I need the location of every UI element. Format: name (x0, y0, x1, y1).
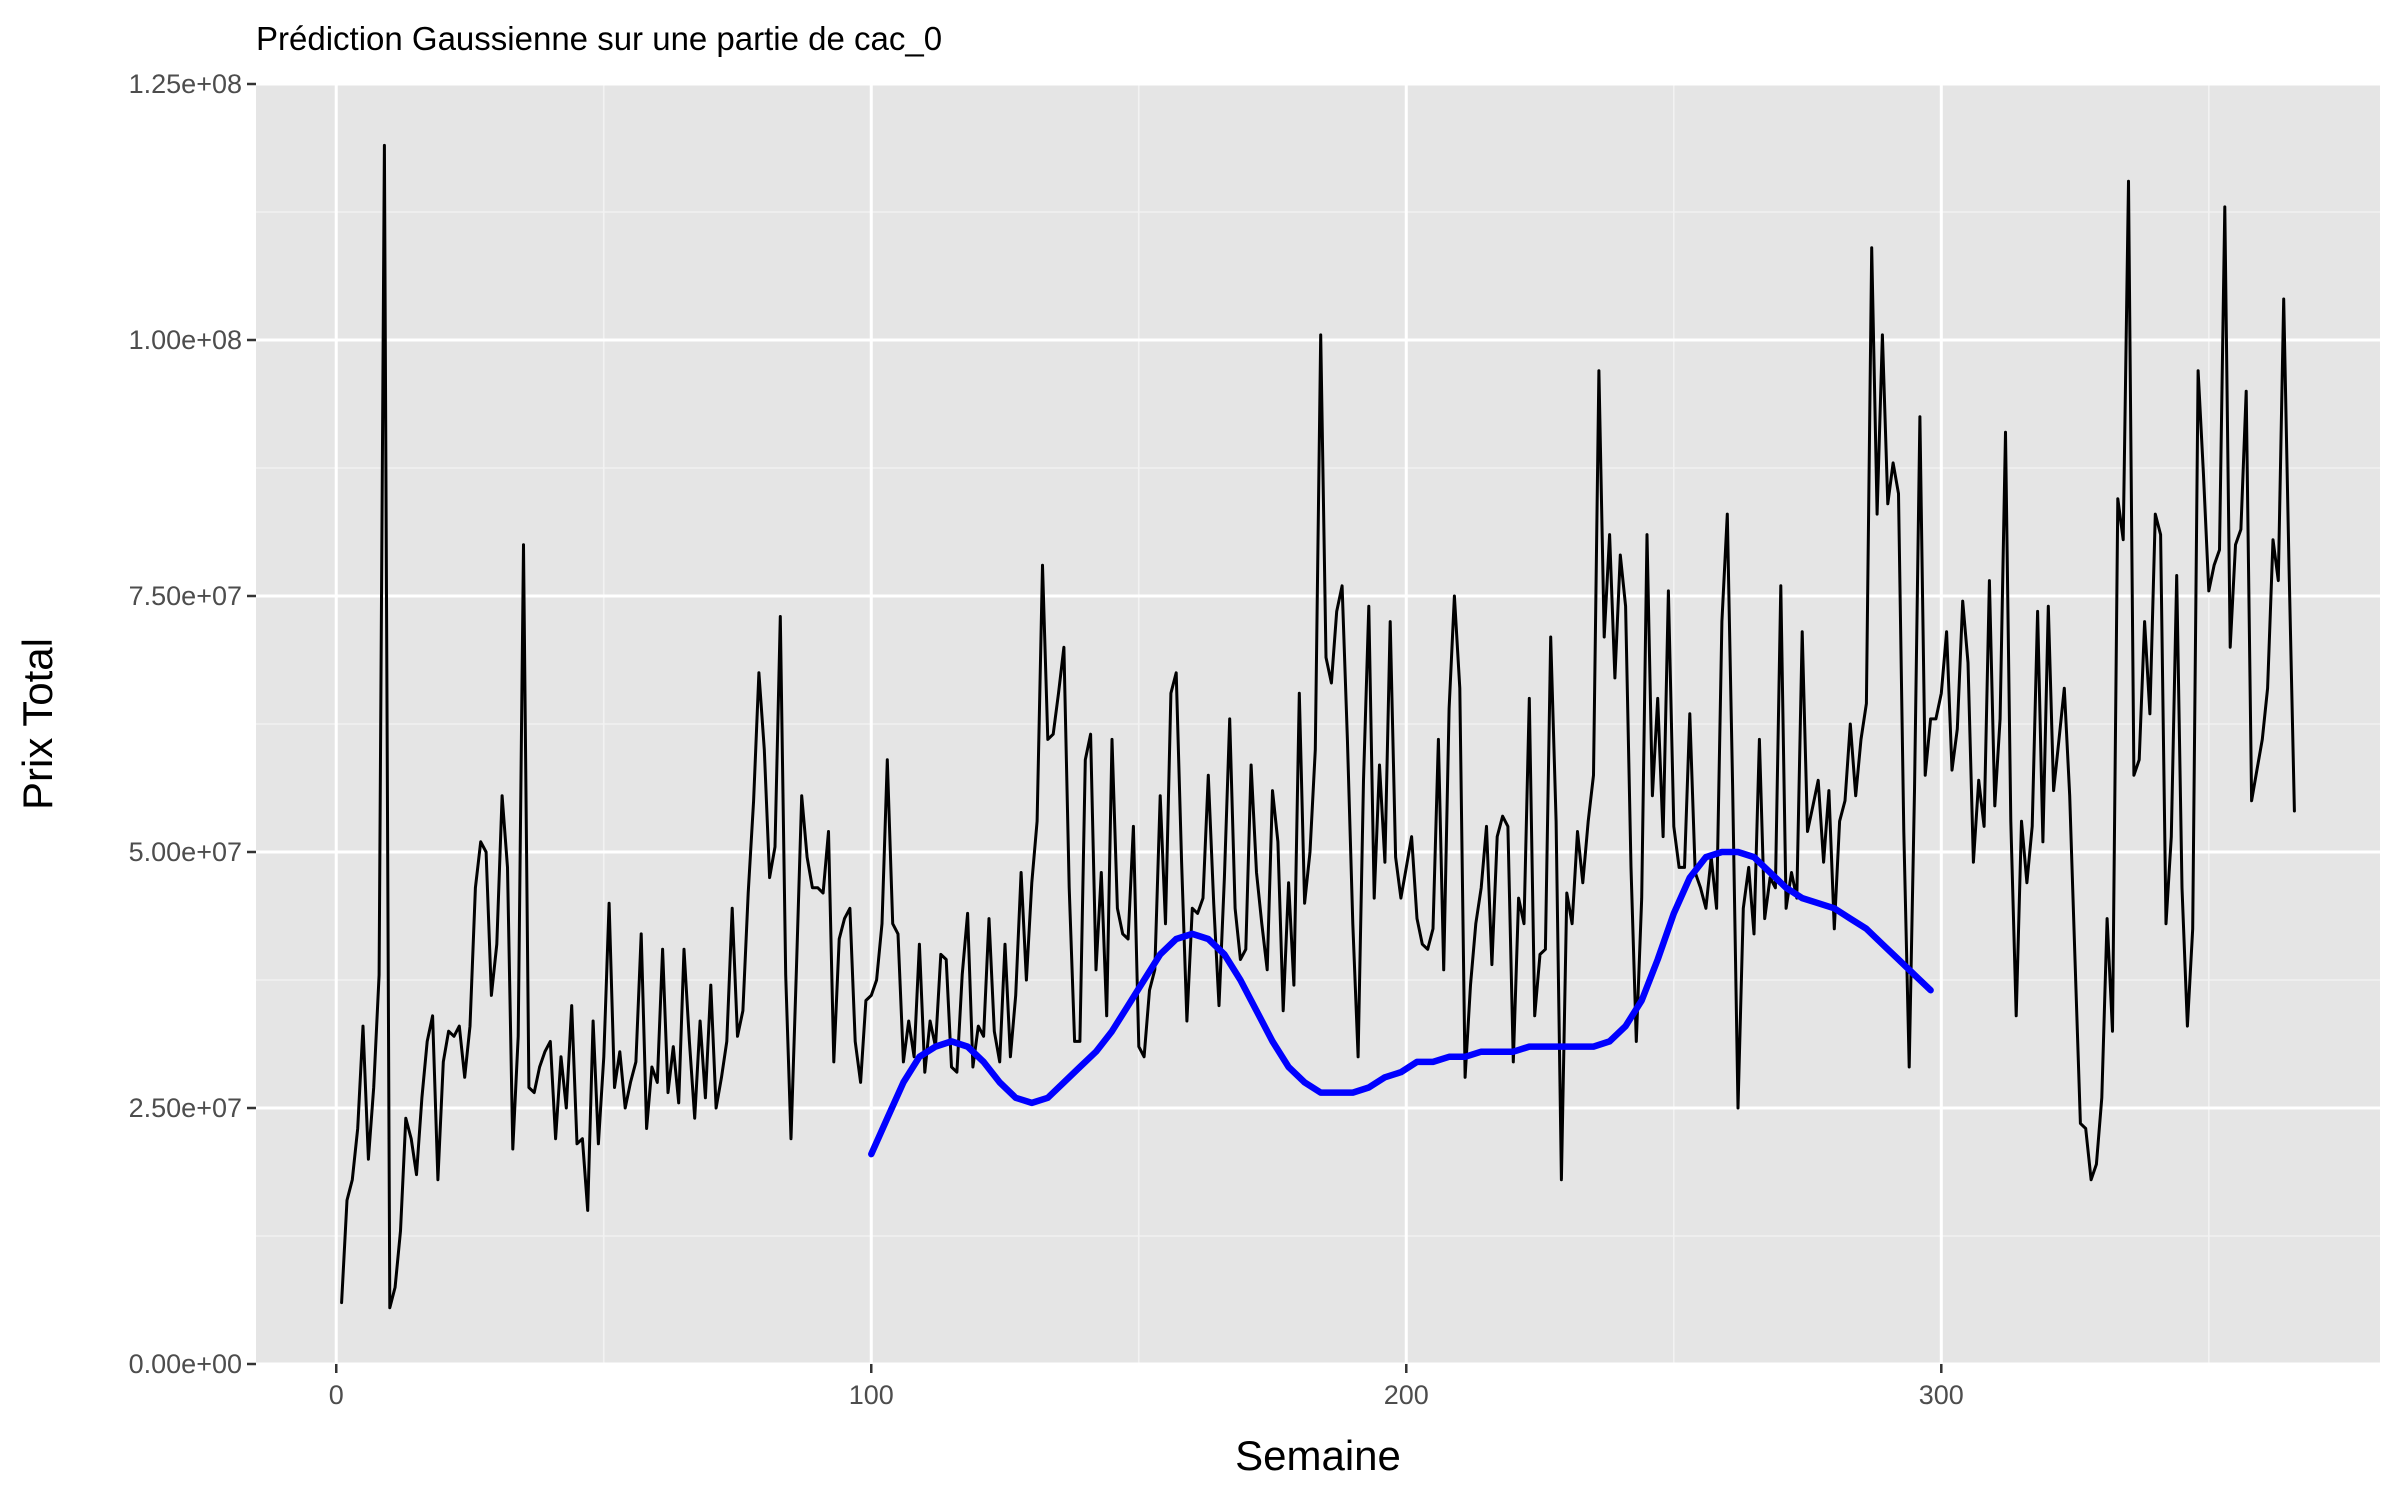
x-axis-title: Semaine (1235, 1432, 1401, 1479)
major-gridlines (256, 82, 2380, 1366)
y-tick-label: 0.00e+00 (129, 1349, 242, 1379)
series-line-observed (340, 143, 2296, 1310)
minor-gridlines (256, 84, 2380, 1364)
x-tick-label: 300 (1919, 1380, 1964, 1410)
y-axis: 0.00e+00 2.50e+07 5.00e+07 7.50e+07 1.00e+08… (129, 69, 256, 1379)
y-tick-label: 5.00e+07 (129, 837, 242, 867)
y-tick-label: 7.50e+07 (129, 581, 242, 611)
x-tick-label: 200 (1384, 1380, 1429, 1410)
series-line-gaussian-prediction (868, 848, 1934, 1158)
y-tick-label: 1.00e+08 (129, 325, 242, 355)
series-layer (340, 143, 2296, 1310)
x-tick-label: 100 (849, 1380, 894, 1410)
x-axis: 0 100 200 300 (329, 1364, 1964, 1410)
chart-title: Prédiction Gaussienne sur une partie de … (256, 20, 942, 57)
y-tick-label: 2.50e+07 (129, 1093, 242, 1123)
y-tick-label: 1.25e+08 (129, 69, 242, 99)
x-tick-label: 0 (329, 1380, 344, 1410)
y-axis-title: Prix Total (14, 638, 61, 810)
